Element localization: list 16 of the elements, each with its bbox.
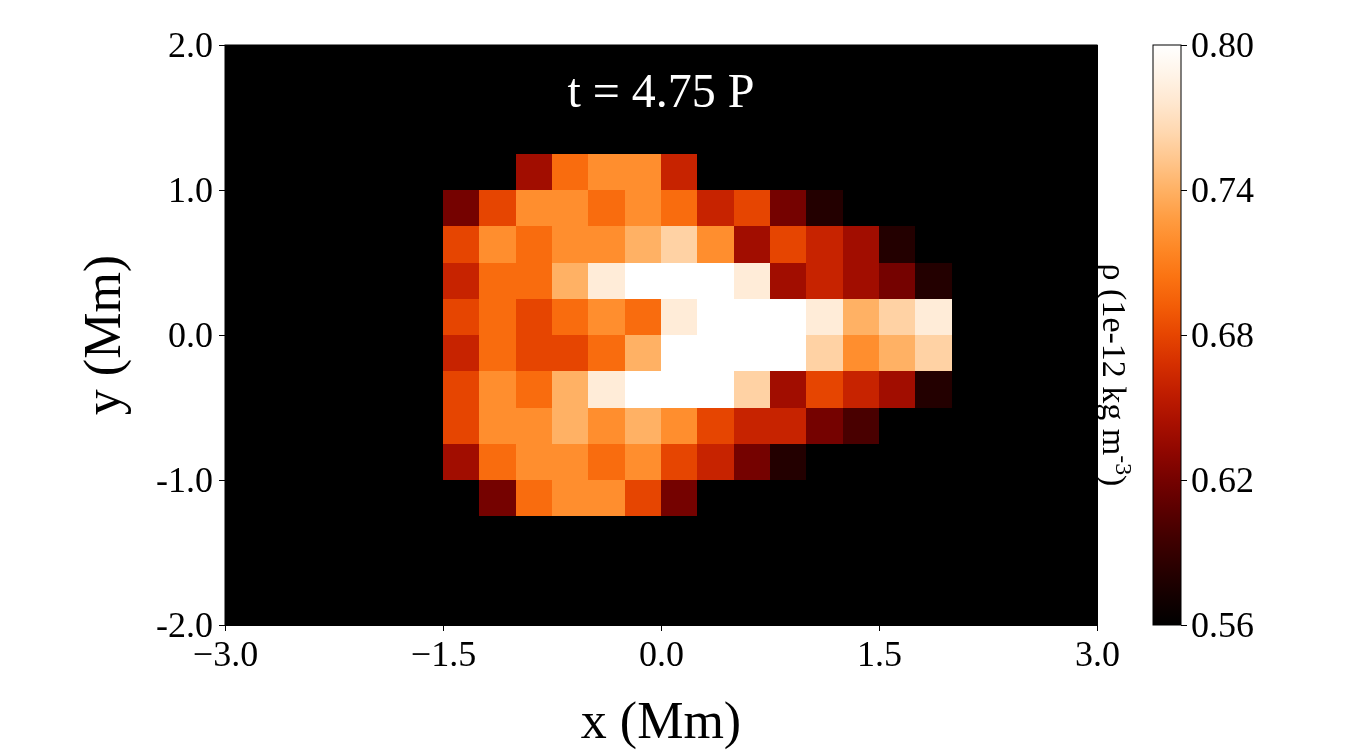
x-axis-title: x (Mm) — [580, 692, 742, 750]
color-bar-label: 0.62 — [1191, 460, 1254, 501]
y-tick-label: 0.0 — [168, 315, 213, 356]
color-bar-label: 0.68 — [1191, 315, 1254, 356]
y-tick-label: 2.0 — [168, 25, 213, 66]
color-bar-label: 0.80 — [1191, 25, 1254, 66]
x-tick-label: −1.5 — [410, 633, 477, 674]
x-tick-label: 1.5 — [857, 633, 902, 674]
color-bar-label: 0.74 — [1191, 170, 1254, 211]
color-bar-label: 0.56 — [1191, 605, 1254, 646]
y-tick-label: 1.0 — [168, 170, 213, 211]
chart-title: t = 4.75 P — [567, 64, 755, 117]
x-tick-label: 3.0 — [1075, 633, 1120, 674]
x-tick-label: 0.0 — [639, 633, 684, 674]
y-tick-label: -1.0 — [156, 460, 213, 501]
y-axis-title: y (Mm) — [74, 254, 132, 416]
